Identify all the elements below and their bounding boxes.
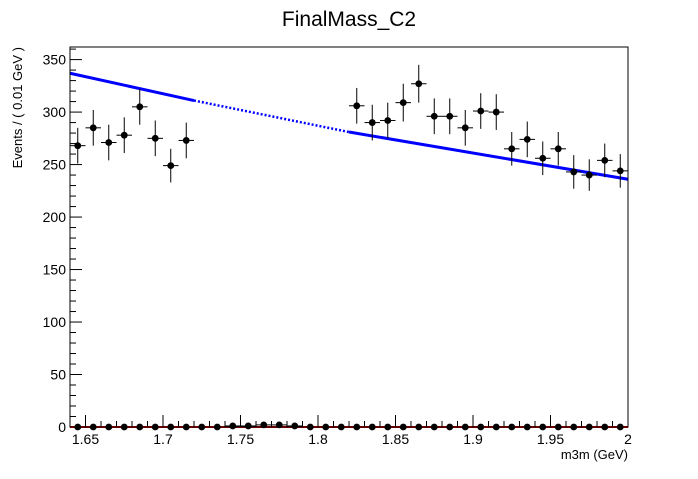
data-point: [411, 64, 427, 103]
data-marker: [477, 107, 485, 115]
data-point: [550, 132, 566, 166]
data-point: [473, 93, 489, 129]
x-tick-label: 1.65: [72, 431, 99, 447]
data-marker: [89, 124, 97, 132]
data-point: [147, 120, 163, 157]
data-marker: [523, 135, 531, 143]
fit-line-segment: [69, 71, 195, 103]
data-point: [442, 98, 458, 135]
chart-title: FinalMass_C2: [282, 8, 416, 31]
data-marker: [554, 145, 562, 153]
data-marker: [167, 162, 175, 170]
data-marker: [446, 112, 454, 120]
data-marker: [182, 137, 190, 144]
data-marker: [601, 156, 609, 164]
x-tick-label: 1.95: [537, 431, 564, 447]
data-point: [612, 154, 628, 188]
data-marker: [120, 131, 128, 139]
x-tick-label: 1.85: [382, 431, 409, 447]
fit-line-segment: [348, 130, 629, 181]
data-point: [504, 132, 520, 166]
data-marker: [384, 117, 392, 124]
data-marker: [415, 80, 423, 88]
data-point: [349, 87, 365, 124]
data-marker: [136, 103, 144, 111]
y-tick-label: 0: [58, 419, 66, 435]
x-tick-label: 1.8: [308, 431, 328, 447]
data-marker: [492, 108, 500, 116]
data-marker: [244, 422, 252, 430]
data-marker: [291, 422, 299, 430]
data-marker: [539, 154, 547, 162]
y-tick-label: 250: [43, 157, 67, 173]
x-tick-label: 1.7: [153, 431, 173, 447]
x-tick-label: 2: [624, 431, 632, 447]
data-point: [535, 141, 551, 176]
data-point: [581, 159, 597, 191]
y-tick-label: 300: [43, 104, 67, 120]
data-point: [178, 122, 194, 159]
data-point: [116, 117, 132, 154]
data-marker: [616, 167, 624, 175]
data-point: [457, 109, 473, 146]
data-marker: [461, 124, 469, 132]
y-tick-label: 100: [43, 314, 67, 330]
data-point: [85, 109, 101, 146]
data-marker: [105, 139, 113, 146]
data-point: [488, 94, 504, 130]
data-point: [70, 127, 86, 164]
y-tick-label: 350: [43, 52, 67, 68]
data-point: [395, 83, 411, 122]
data-point: [597, 143, 613, 178]
data-marker: [399, 99, 407, 107]
data-point: [426, 98, 442, 135]
data-point: [364, 104, 380, 141]
y-tick-label: 200: [43, 209, 67, 225]
x-tick-label: 1.75: [227, 431, 254, 447]
data-marker: [508, 145, 516, 153]
data-marker: [570, 168, 578, 176]
data-point: [101, 124, 117, 161]
data-point: [132, 88, 148, 125]
x-axis-label: m3m (GeV): [561, 447, 628, 462]
data-marker: [151, 134, 159, 142]
y-axis-label: Events / ( 0.01 GeV ): [10, 47, 25, 168]
y-tick-label: 150: [43, 262, 67, 278]
data-marker: [229, 422, 237, 430]
data-point: [287, 422, 303, 430]
axes-layer: 0 50 100 150 200 250 300 350 1.65 1.7 1.75 1.8 1.85 1…: [43, 46, 632, 447]
data-point: [519, 121, 535, 158]
data-marker: [585, 171, 593, 179]
data-marker: [430, 112, 438, 120]
x-tick-label: 1.9: [463, 431, 483, 447]
y-tick-label: 50: [50, 367, 66, 383]
data-marker: [353, 102, 361, 110]
data-marker: [368, 119, 376, 126]
data-marker: [74, 142, 82, 150]
data-point: [380, 102, 396, 139]
data-point: [163, 148, 179, 183]
data-point: [566, 155, 582, 189]
